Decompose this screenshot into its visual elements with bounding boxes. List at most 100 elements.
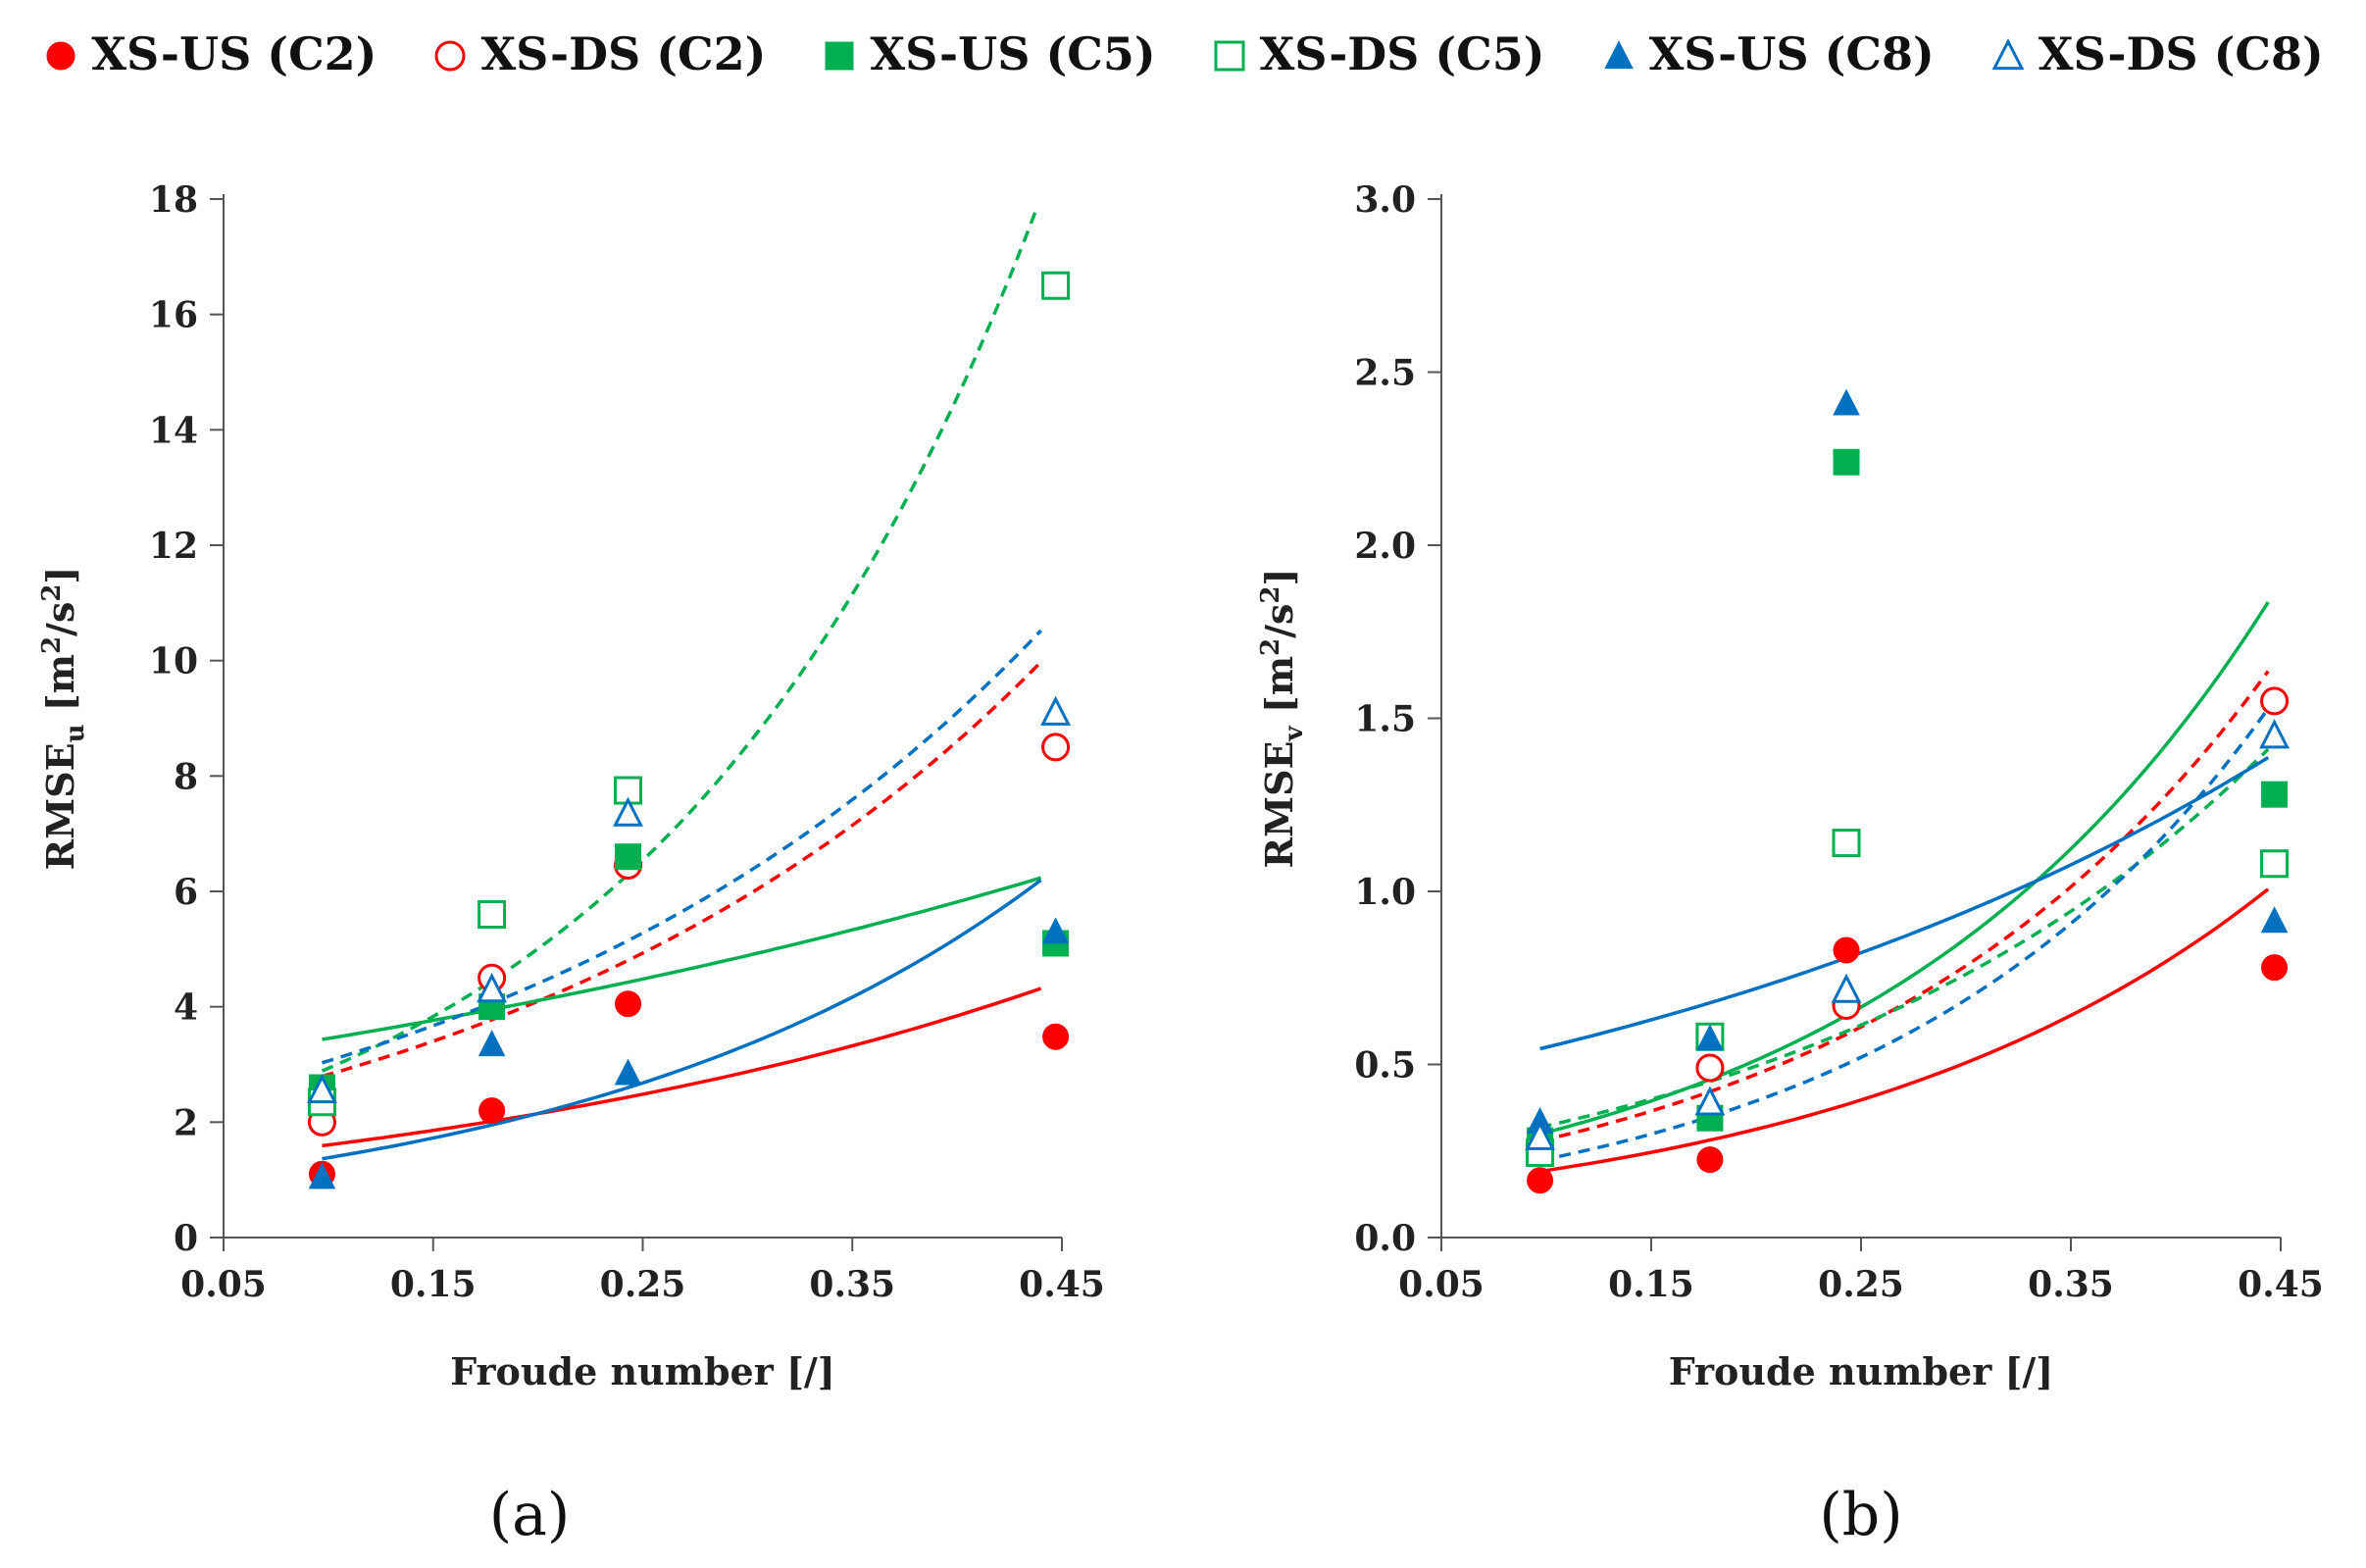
y-axis-title: RMSEv [m2/s2] xyxy=(1256,568,1309,868)
legend-label: XS-DS (C2) xyxy=(480,27,767,80)
y-axis-title-part: RMSE xyxy=(38,742,82,870)
data-point-xs-ds-c2 xyxy=(1695,1053,1725,1083)
data-point-xs-ds-c8 xyxy=(613,796,643,827)
data-point-xs-us-c2 xyxy=(1696,1146,1724,1174)
trendline-xs-ds-c5 xyxy=(1539,747,2270,1130)
legend-marker-triangle-icon xyxy=(1603,40,1634,70)
data-point-xs-us-c2 xyxy=(1527,1167,1554,1194)
x-tick-label: 0.15 xyxy=(390,1264,477,1305)
chart-legend: XS-US (C2) XS-DS (C2) XS-US (C5) XS-DS (C5)… xyxy=(0,20,2366,88)
trendline-xs-ds-c2 xyxy=(1539,670,2270,1143)
trendline-xs-us-c5 xyxy=(1539,601,2270,1137)
y-axis-title-part: RMSE xyxy=(1257,740,1301,868)
legend-label: XS-US (C8) xyxy=(1648,27,1935,80)
y-axis-title-part: ] xyxy=(1257,568,1301,585)
y-tick-label: 2.0 xyxy=(1354,526,1416,567)
data-point-xs-ds-c2 xyxy=(2260,686,2290,716)
trendline-xs-us-c2 xyxy=(322,986,1042,1148)
data-point-xs-us-c2 xyxy=(1833,936,1860,964)
y-axis-title-part: [m xyxy=(38,654,82,724)
legend-label: XS-DS (C8) xyxy=(2038,27,2324,80)
data-point-xs-ds-c5 xyxy=(1832,829,1861,858)
legend-marker-triangle-icon xyxy=(1991,38,2025,71)
data-point-xs-us-c8 xyxy=(1696,1024,1724,1051)
trendline-xs-us-c8 xyxy=(322,879,1042,1161)
data-point-xs-us-c8 xyxy=(614,1058,642,1086)
y-tick-label: 16 xyxy=(149,295,198,336)
y-tick-label: 1.5 xyxy=(1354,699,1416,740)
data-point-xs-ds-c8 xyxy=(477,973,508,1003)
data-point-xs-ds-c8 xyxy=(307,1073,337,1104)
y-tick-label: 18 xyxy=(149,179,198,221)
y-tick-label: 0.0 xyxy=(1354,1218,1416,1259)
legend-marker-shape xyxy=(1991,38,2025,71)
legend-marker-circle-icon xyxy=(434,40,466,72)
legend-label: XS-US (C2) xyxy=(91,27,378,80)
legend-marker-shape xyxy=(1214,40,1245,72)
y-tick-label: 2.5 xyxy=(1354,353,1416,394)
data-point-xs-us-c5 xyxy=(2261,781,2289,808)
x-tick-label: 0.05 xyxy=(180,1264,267,1305)
legend-marker-circle-icon xyxy=(46,41,76,71)
x-tick-label: 0.15 xyxy=(1608,1264,1694,1305)
panel-label: (a) xyxy=(489,1481,571,1549)
y-tick-label: 8 xyxy=(174,756,198,797)
trendline-xs-ds-c8 xyxy=(1539,707,2270,1163)
x-tick-label: 0.35 xyxy=(809,1264,895,1305)
data-point-xs-us-c2 xyxy=(2261,954,2289,982)
x-tick-label: 0.25 xyxy=(600,1264,686,1305)
legend-item-xs-ds-c8: XS-DS (C8) xyxy=(1989,27,2324,80)
trendline-xs-ds-c5 xyxy=(321,207,1038,1073)
data-point-xs-ds-c8 xyxy=(2259,719,2290,749)
x-tick-label: 0.45 xyxy=(2238,1264,2324,1305)
x-tick-label: 0.25 xyxy=(1818,1264,1904,1305)
y-axis-title: RMSEu [m2/s2] xyxy=(37,567,90,871)
y-axis-title-part: /s xyxy=(38,602,82,636)
data-point-xs-us-c8 xyxy=(2260,906,2289,934)
y-axis-title-part: v xyxy=(1280,725,1309,741)
y-axis-title-part: 2 xyxy=(37,636,67,654)
data-point-xs-ds-c8 xyxy=(1040,695,1072,726)
legend-label: XS-DS (C5) xyxy=(1259,27,1545,80)
y-tick-label: 2 xyxy=(174,1102,198,1143)
trendline-xs-us-c8 xyxy=(1539,756,2270,1051)
data-point-xs-ds-c2 xyxy=(1041,733,1071,762)
x-axis-title: Froude number [/] xyxy=(1669,1349,2054,1393)
panel-label: (b) xyxy=(1819,1481,1902,1549)
legend-marker-shape xyxy=(434,40,466,72)
legend-item-xs-ds-c2: XS-DS (C2) xyxy=(431,27,766,80)
x-axis-title: Froude number [/] xyxy=(450,1349,835,1393)
data-point-xs-ds-c8 xyxy=(1831,973,1862,1003)
data-point-xs-us-c5 xyxy=(615,843,642,871)
legend-marker-shape xyxy=(1603,40,1634,70)
trendline-xs-ds-c2 xyxy=(322,660,1042,1079)
data-point-xs-ds-c5 xyxy=(1041,271,1071,300)
data-point-xs-us-c2 xyxy=(615,990,642,1018)
y-tick-label: 14 xyxy=(149,410,198,451)
y-axis-title-part: 2 xyxy=(1256,638,1285,656)
legend-item-xs-us-c8: XS-US (C8) xyxy=(1600,27,1935,80)
data-point-xs-us-c8 xyxy=(1833,388,1860,416)
x-tick-label: 0.45 xyxy=(1019,1264,1105,1305)
y-axis-title-part: /s xyxy=(1257,604,1301,638)
legend-marker-shape xyxy=(825,41,854,71)
y-tick-label: 6 xyxy=(174,872,198,913)
y-tick-label: 0 xyxy=(174,1218,198,1259)
legend-item-xs-us-c2: XS-US (C2) xyxy=(42,27,377,80)
data-point-xs-ds-c5 xyxy=(478,900,507,930)
data-point-xs-us-c8 xyxy=(308,1162,336,1189)
data-point-xs-ds-c5 xyxy=(2260,849,2290,879)
y-tick-label: 10 xyxy=(149,641,198,683)
legend-marker-square-icon xyxy=(825,41,854,71)
y-tick-label: 3.0 xyxy=(1354,179,1416,221)
data-point-xs-ds-c8 xyxy=(1694,1086,1726,1116)
trendline-xs-us-c2 xyxy=(1539,887,2270,1174)
data-point-xs-ds-c8 xyxy=(1525,1120,1556,1150)
data-point-xs-us-c2 xyxy=(478,1097,506,1125)
legend-marker-shape xyxy=(46,41,76,71)
y-axis-title-part: [m xyxy=(1257,656,1301,726)
chart-panel-a: 0 2 4 6 8 10 12 14 16 18 0.05 0.15 0.25 0.35 0.45 Froud… xyxy=(37,179,1105,1549)
data-point-xs-us-c8 xyxy=(478,1030,506,1057)
data-point-xs-us-c8 xyxy=(1041,917,1070,944)
